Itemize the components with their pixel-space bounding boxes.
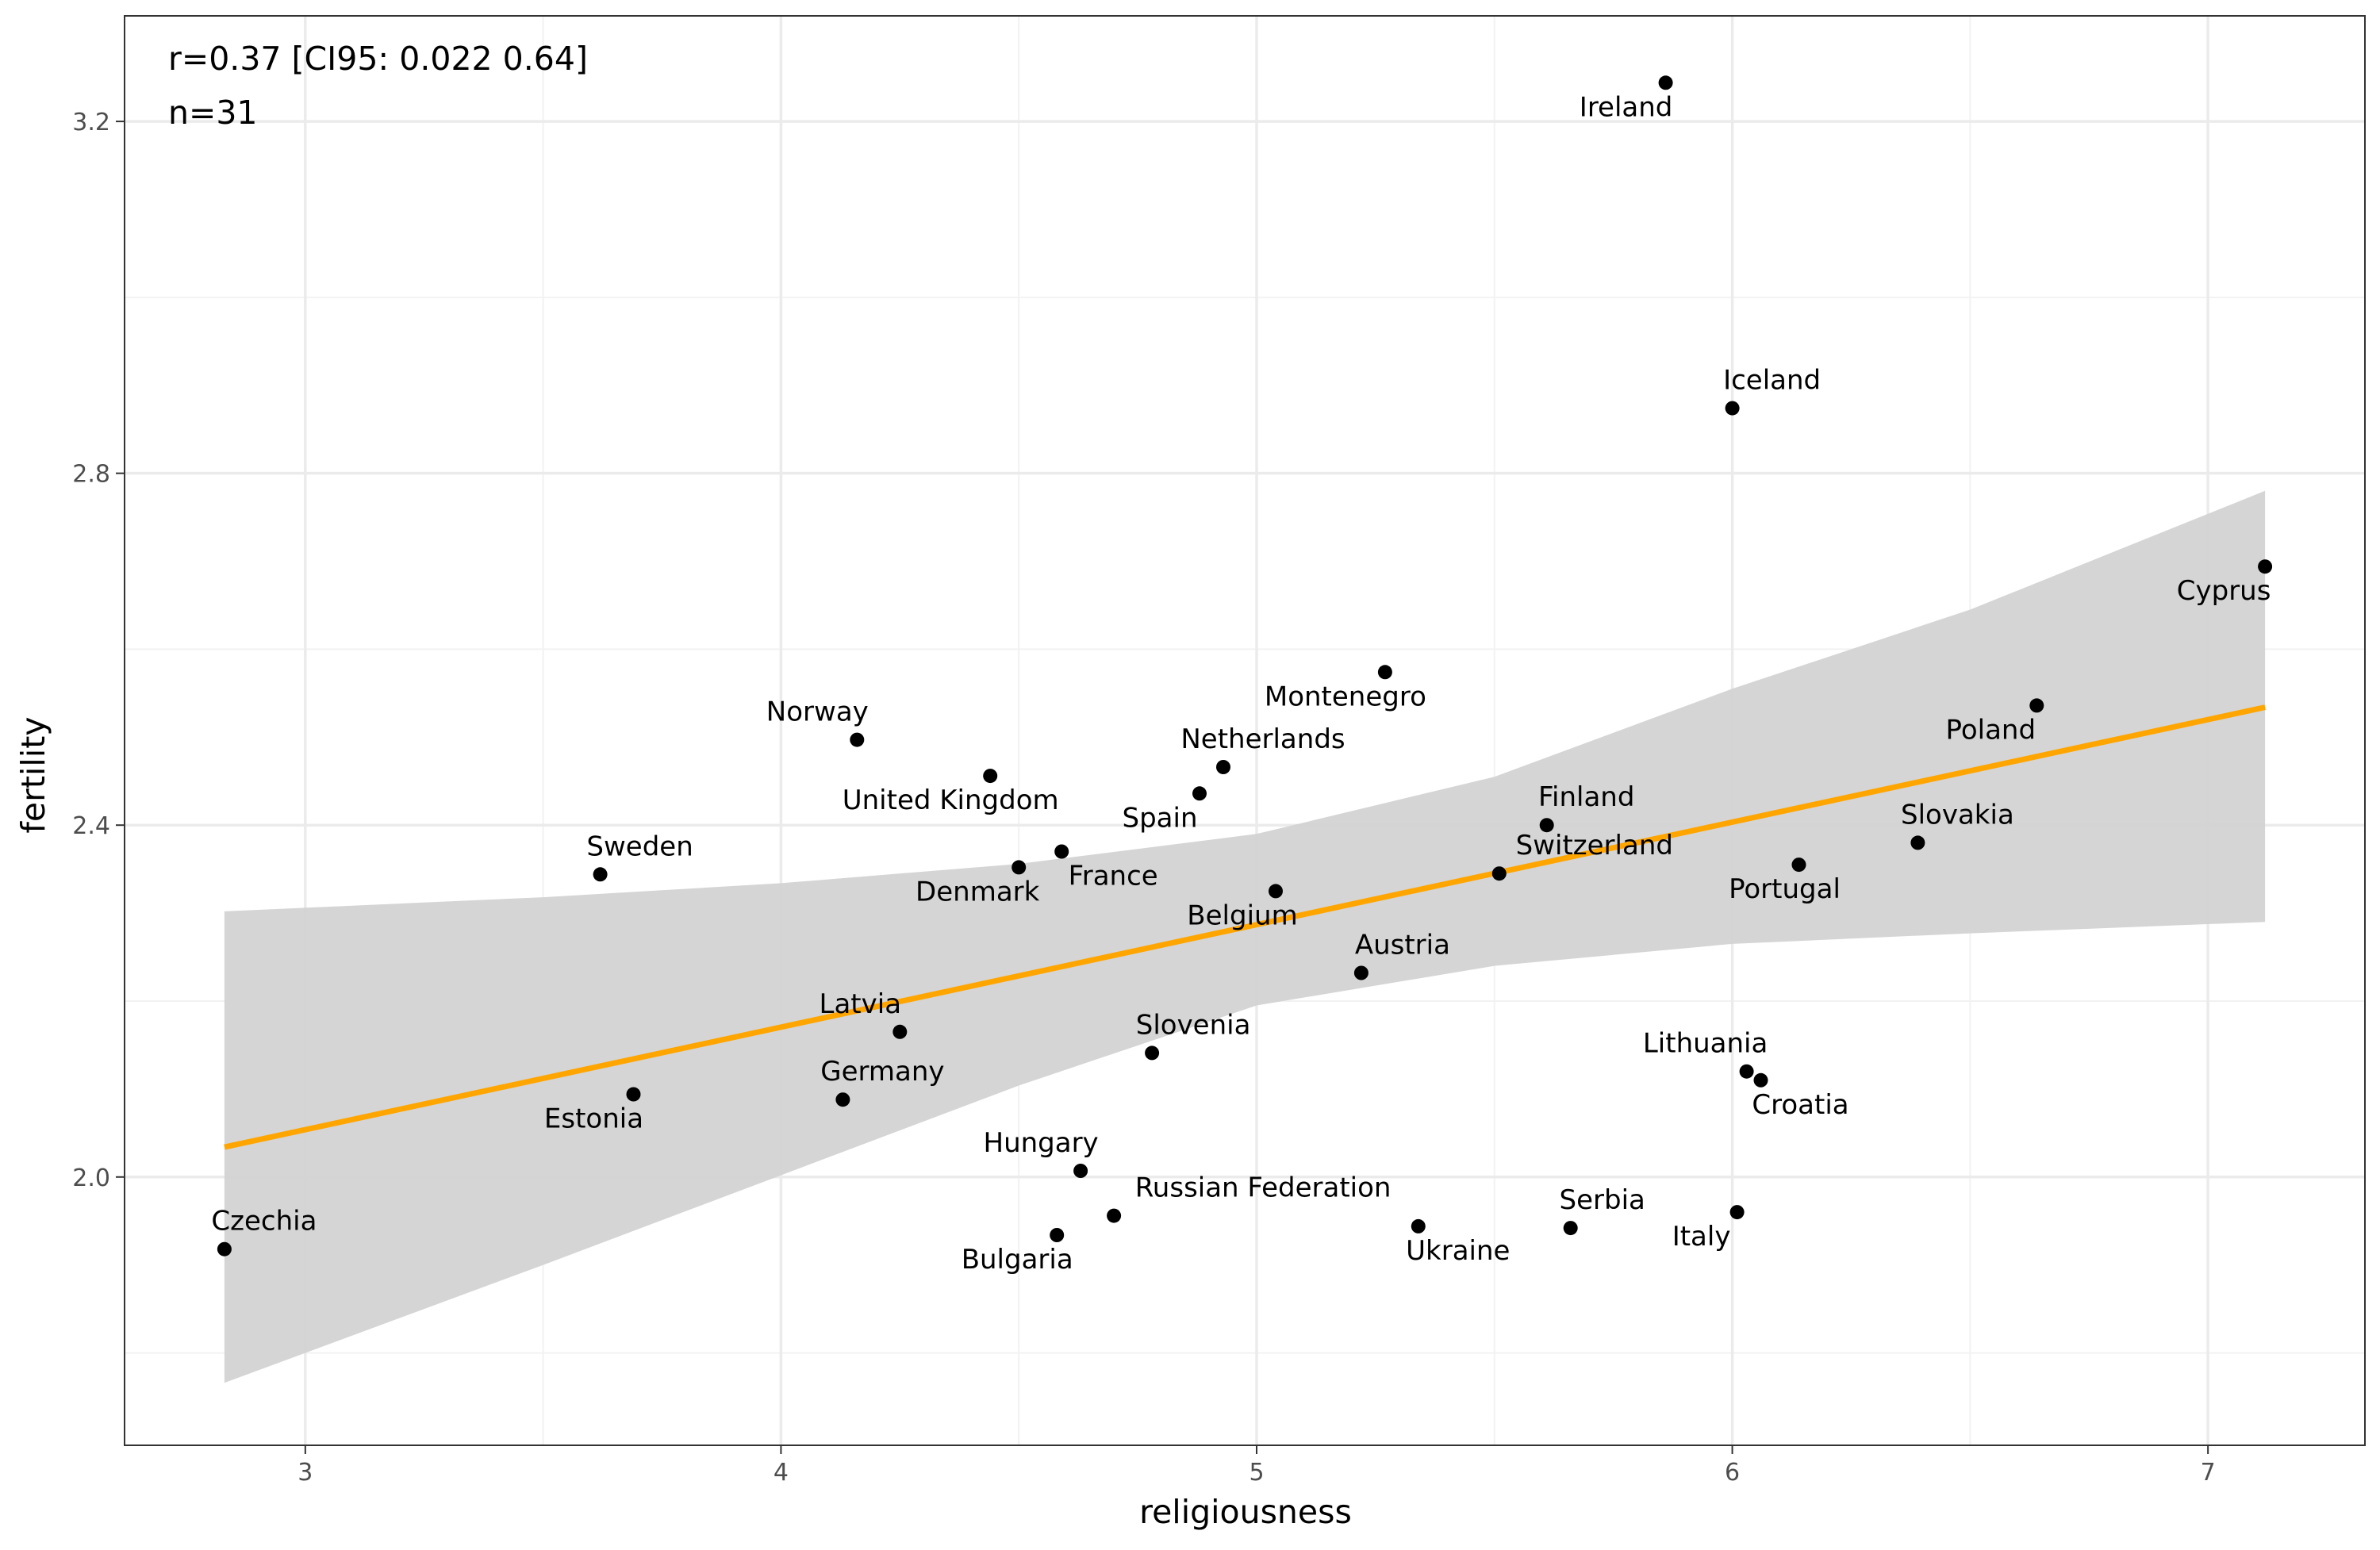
data-point-portugal bbox=[1791, 857, 1806, 873]
data-point-austria bbox=[1353, 965, 1368, 980]
trend-line bbox=[224, 704, 2266, 1150]
y-axis-title: fertility bbox=[14, 716, 52, 833]
data-point-norway bbox=[850, 732, 865, 747]
data-point-latvia bbox=[892, 1024, 908, 1039]
point-label-iceland: Iceland bbox=[1723, 365, 1821, 397]
point-label-norway: Norway bbox=[766, 696, 869, 728]
point-label-serbia: Serbia bbox=[1560, 1184, 1645, 1216]
x-tick-label: 3 bbox=[298, 1459, 313, 1487]
trend-line-layer bbox=[224, 704, 2266, 1150]
y-tick-label: 2.4 bbox=[72, 812, 110, 840]
point-label-slovakia: Slovakia bbox=[1901, 799, 2014, 831]
panel-border bbox=[124, 15, 2366, 1446]
data-point-russian-federation bbox=[1107, 1208, 1122, 1223]
y-tick-label: 3.2 bbox=[72, 109, 110, 136]
data-point-czechia bbox=[217, 1241, 232, 1256]
point-label-germany: Germany bbox=[820, 1056, 944, 1088]
point-label-ireland: Ireland bbox=[1580, 91, 1673, 123]
point-label-finland: Finland bbox=[1538, 781, 1635, 813]
data-point-switzerland bbox=[1491, 866, 1507, 881]
point-label-slovenia: Slovenia bbox=[1136, 1009, 1251, 1041]
point-label-portugal: Portugal bbox=[1729, 873, 1841, 905]
data-point-serbia bbox=[1563, 1221, 1578, 1236]
confidence-band-layer bbox=[224, 490, 2266, 1383]
axes: 3 4 5 6 7 2.0 2.4 2.8 3.2 bbox=[72, 109, 2215, 1487]
data-point-lithuania bbox=[1739, 1064, 1754, 1079]
x-tick-label: 6 bbox=[1725, 1459, 1740, 1487]
point-label-switzerland: Switzerland bbox=[1516, 830, 1673, 861]
data-point-finland bbox=[1539, 818, 1554, 833]
point-label-russian-federation: Russian Federation bbox=[1135, 1172, 1392, 1204]
point-labels: Ireland Iceland Cyprus Montenegro Poland Norw… bbox=[211, 91, 2271, 1276]
sample-size-annotation: n=31 bbox=[168, 94, 258, 132]
point-label-united-kingdom: United Kingdom bbox=[843, 785, 1059, 816]
point-label-croatia: Croatia bbox=[1752, 1089, 1848, 1121]
point-label-poland: Poland bbox=[1946, 714, 2036, 746]
data-point-spain bbox=[1192, 786, 1207, 801]
data-point-germany bbox=[835, 1092, 850, 1107]
data-point-iceland bbox=[1725, 401, 1740, 416]
point-label-bulgaria: Bulgaria bbox=[962, 1244, 1073, 1276]
point-label-sweden: Sweden bbox=[586, 831, 693, 862]
point-label-austria: Austria bbox=[1355, 930, 1450, 961]
data-point-bulgaria bbox=[1050, 1228, 1065, 1242]
point-label-czechia: Czechia bbox=[211, 1206, 317, 1237]
point-label-belgium: Belgium bbox=[1187, 900, 1297, 931]
point-label-spain: Spain bbox=[1123, 802, 1198, 834]
data-point-sweden bbox=[593, 867, 608, 882]
point-label-latvia: Latvia bbox=[820, 988, 902, 1020]
data-point-croatia bbox=[1753, 1072, 1768, 1088]
data-point-france bbox=[1054, 844, 1069, 859]
correlation-annotation: r=0.37 [CI95: 0.022 0.64] bbox=[168, 40, 588, 78]
point-label-netherlands: Netherlands bbox=[1180, 723, 1345, 755]
data-point-netherlands bbox=[1216, 760, 1230, 774]
data-point-ukraine bbox=[1411, 1218, 1426, 1233]
data-point-denmark bbox=[1012, 860, 1027, 875]
point-label-hungary: Hungary bbox=[984, 1127, 1099, 1159]
confidence-band bbox=[224, 490, 2266, 1383]
point-label-cyprus: Cyprus bbox=[2177, 575, 2271, 607]
data-point-united-kingdom bbox=[983, 769, 998, 784]
data-point-poland bbox=[2029, 698, 2044, 713]
point-label-lithuania: Lithuania bbox=[1643, 1028, 1768, 1060]
point-label-montenegro: Montenegro bbox=[1265, 681, 1426, 712]
data-point-hungary bbox=[1073, 1164, 1088, 1178]
x-tick-label: 5 bbox=[1249, 1459, 1264, 1487]
grid-lines bbox=[125, 16, 2365, 1445]
data-point-italy bbox=[1729, 1205, 1745, 1220]
point-label-denmark: Denmark bbox=[916, 876, 1040, 907]
point-label-estonia: Estonia bbox=[544, 1103, 643, 1135]
y-tick-label: 2.8 bbox=[72, 461, 110, 489]
y-tick-label: 2.0 bbox=[72, 1164, 110, 1192]
x-tick-label: 7 bbox=[2201, 1459, 2216, 1487]
data-points bbox=[217, 75, 2273, 1256]
x-tick-label: 4 bbox=[774, 1459, 789, 1487]
point-label-ukraine: Ukraine bbox=[1406, 1235, 1510, 1267]
data-point-ireland bbox=[1658, 75, 1673, 90]
data-point-belgium bbox=[1269, 884, 1283, 899]
point-label-france: France bbox=[1069, 861, 1158, 892]
point-label-italy: Italy bbox=[1672, 1221, 1731, 1253]
data-point-montenegro bbox=[1377, 665, 1392, 680]
x-axis-title: religiousness bbox=[1139, 1493, 1352, 1531]
data-point-slovenia bbox=[1145, 1045, 1160, 1061]
data-point-slovakia bbox=[1910, 835, 1925, 850]
data-point-estonia bbox=[626, 1087, 641, 1102]
data-point-cyprus bbox=[2258, 559, 2273, 574]
